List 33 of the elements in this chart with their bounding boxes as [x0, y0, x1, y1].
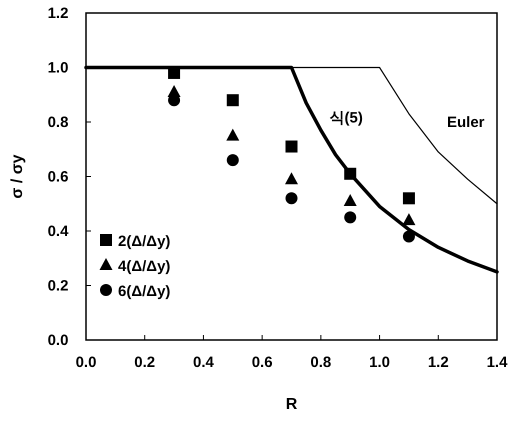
point	[286, 140, 298, 153]
series-label: 식(5)	[330, 110, 363, 126]
y-tick-label: 0.0	[48, 332, 68, 349]
point	[344, 194, 357, 206]
x-tick-label: 0.4	[193, 354, 215, 371]
legend-label: 4(Δ/Δy)	[118, 258, 170, 275]
y-axis-title: σ / σy	[9, 154, 26, 199]
x-tick-label: 1.2	[428, 354, 449, 371]
point	[402, 230, 415, 242]
point	[226, 128, 240, 141]
y-tick-label: 1.0	[48, 60, 68, 76]
x-tick-label: 0.2	[134, 354, 156, 371]
y-tick-label: 0.6	[48, 168, 68, 186]
point	[285, 172, 298, 184]
y-tick-label: 0.2	[48, 278, 68, 294]
x-axis-title: R	[286, 396, 298, 413]
x-tick-label: 1.0	[369, 354, 390, 371]
y-tick-label: 0.8	[48, 114, 68, 131]
y-tick-label: 1.2	[48, 5, 68, 22]
point	[344, 211, 356, 224]
point	[226, 154, 239, 166]
point	[226, 94, 239, 106]
x-tick-label: 0.8	[310, 354, 332, 371]
legend-label: 2(Δ/Δy)	[118, 233, 170, 250]
point	[286, 192, 298, 204]
y-tick-label: 0.4	[48, 223, 70, 240]
x-tick-label: 0.0	[76, 354, 96, 371]
point	[402, 192, 415, 204]
legend-label: 6(Δ/Δy)	[118, 283, 170, 300]
series-label: Euler	[447, 114, 485, 131]
point	[402, 213, 416, 226]
x-tick-label: 0.6	[252, 354, 273, 371]
x-tick-label: 1.4	[486, 354, 508, 371]
